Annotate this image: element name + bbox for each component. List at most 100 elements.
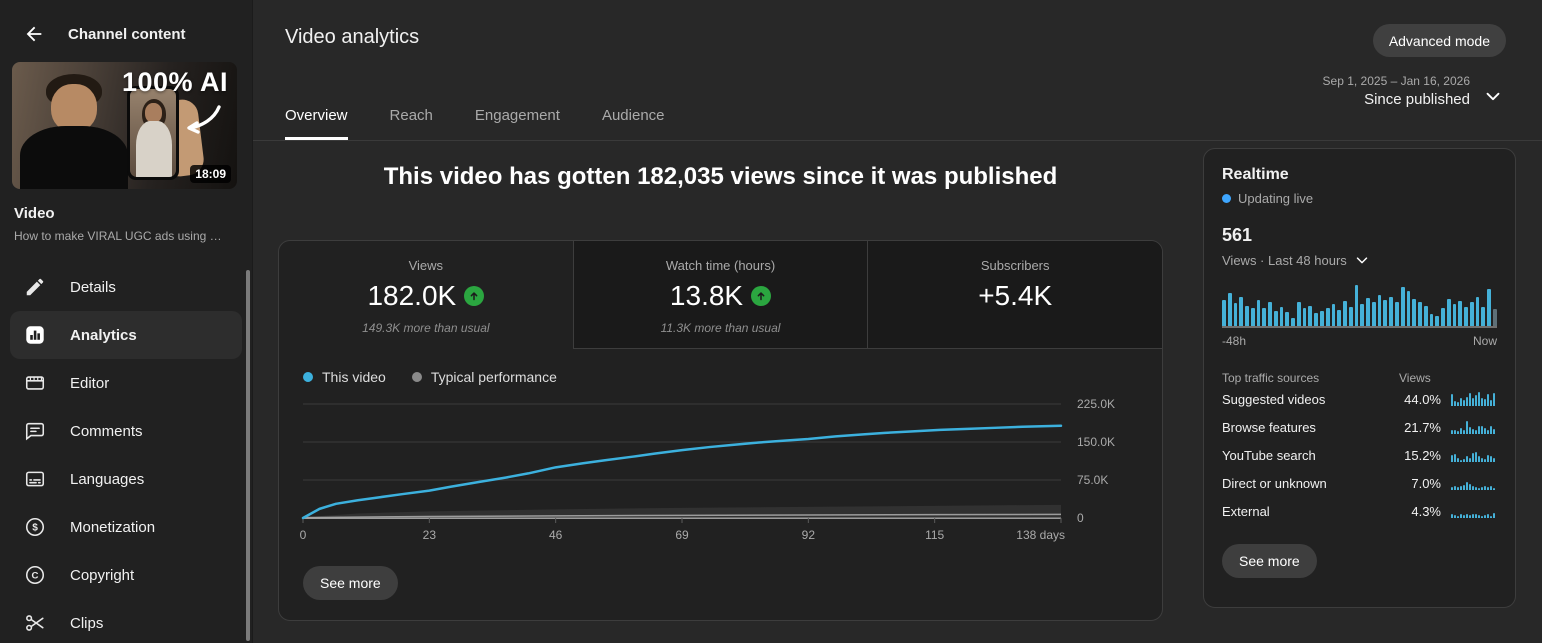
subscribers-value: +5.4K bbox=[978, 280, 1053, 311]
realtime-bar bbox=[1268, 302, 1272, 326]
traffic-sparkline bbox=[1451, 476, 1497, 490]
sidebar-title: Channel content bbox=[68, 25, 186, 43]
realtime-bar bbox=[1446, 299, 1451, 326]
realtime-bar bbox=[1429, 314, 1434, 326]
realtime-bar bbox=[1320, 311, 1324, 326]
main-content: Video analytics Advanced mode Sep 1, 202… bbox=[253, 0, 1542, 643]
sidebar-scrollbar[interactable] bbox=[246, 270, 250, 641]
sidebar-item-analytics[interactable]: Analytics bbox=[10, 311, 242, 359]
sidebar-item-monetization[interactable]: $ Monetization bbox=[0, 503, 252, 551]
svg-text:23: 23 bbox=[423, 528, 437, 542]
realtime-bar bbox=[1239, 297, 1244, 326]
realtime-bar bbox=[1222, 300, 1226, 326]
realtime-bar bbox=[1296, 302, 1301, 326]
chevron-down-icon[interactable] bbox=[1482, 85, 1504, 112]
legend-this-video[interactable]: This video bbox=[303, 369, 386, 385]
analytics-tabs: Overview Reach Engagement Audience bbox=[285, 107, 665, 140]
realtime-bar bbox=[1487, 289, 1491, 326]
tab-overview[interactable]: Overview bbox=[285, 107, 348, 140]
sidebar-item-copyright[interactable]: C Copyright bbox=[0, 551, 252, 599]
metric-tab-watch-time[interactable]: Watch time (hours) 13.8K 11.3K more than… bbox=[572, 241, 868, 349]
video-type-label: Video bbox=[14, 205, 55, 222]
realtime-bar bbox=[1412, 299, 1417, 326]
realtime-bar bbox=[1366, 298, 1370, 326]
traffic-table-header: Top traffic sources Views bbox=[1222, 371, 1431, 385]
realtime-bar bbox=[1371, 302, 1376, 326]
sidebar-item-editor[interactable]: Editor bbox=[0, 359, 252, 407]
subtitles-icon bbox=[24, 468, 46, 490]
trend-up-icon bbox=[464, 286, 485, 306]
realtime-bar bbox=[1279, 307, 1284, 326]
traffic-row-direct-unknown[interactable]: Direct or unknown 7.0% bbox=[1222, 469, 1497, 497]
thumbnail-phone bbox=[127, 86, 179, 180]
svg-text:75.0K: 75.0K bbox=[1077, 473, 1108, 487]
realtime-bar bbox=[1452, 304, 1457, 326]
realtime-bar bbox=[1343, 301, 1347, 326]
date-range-selector[interactable]: Sep 1, 2025 – Jan 16, 2026 Since publish… bbox=[1323, 74, 1470, 108]
realtime-bar bbox=[1481, 307, 1486, 326]
see-more-button[interactable]: See more bbox=[303, 566, 398, 600]
realtime-bar bbox=[1262, 308, 1267, 326]
traffic-sparkline bbox=[1451, 448, 1497, 462]
watch-time-value: 13.8K bbox=[669, 280, 744, 311]
date-range-text: Sep 1, 2025 – Jan 16, 2026 bbox=[1322, 74, 1470, 88]
video-title: How to make VIRAL UGC ads using … bbox=[14, 229, 222, 243]
tab-reach[interactable]: Reach bbox=[389, 107, 433, 124]
realtime-bar bbox=[1227, 293, 1232, 326]
realtime-bar bbox=[1285, 312, 1290, 326]
comment-icon bbox=[24, 420, 46, 442]
sidebar-item-comments[interactable]: Comments bbox=[0, 407, 252, 455]
metric-tab-views[interactable]: Views 182.0K 149.3K more than usual bbox=[362, 258, 490, 335]
realtime-views-dropdown[interactable]: Views · Last 48 hours bbox=[1222, 251, 1497, 269]
realtime-see-more-button[interactable]: See more bbox=[1222, 544, 1317, 578]
film-icon bbox=[24, 372, 46, 394]
realtime-bar bbox=[1256, 300, 1261, 326]
video-duration-badge: 18:09 bbox=[190, 165, 231, 183]
realtime-bar bbox=[1492, 309, 1497, 326]
traffic-row-suggested-videos[interactable]: Suggested videos 44.0% bbox=[1222, 385, 1497, 413]
sidebar-item-clips[interactable]: Clips bbox=[0, 599, 252, 643]
traffic-row-external[interactable]: External 4.3% bbox=[1222, 497, 1497, 525]
realtime-bar bbox=[1233, 303, 1238, 326]
trend-up-icon bbox=[751, 286, 772, 306]
realtime-bar bbox=[1377, 295, 1382, 326]
realtime-bar bbox=[1423, 306, 1428, 326]
svg-text:225.0K: 225.0K bbox=[1077, 397, 1115, 411]
realtime-bar bbox=[1308, 306, 1313, 326]
sidebar-item-languages[interactable]: Languages bbox=[0, 455, 252, 503]
realtime-bar bbox=[1360, 304, 1365, 326]
video-thumbnail[interactable]: 100% AI 18:09 bbox=[12, 62, 237, 189]
traffic-sparkline bbox=[1451, 504, 1497, 518]
overview-stats-card: Views 182.0K 149.3K more than usual Watc… bbox=[278, 240, 1163, 621]
traffic-sparkline bbox=[1451, 392, 1497, 406]
tab-engagement[interactable]: Engagement bbox=[474, 107, 560, 124]
realtime-bar bbox=[1458, 301, 1463, 326]
realtime-bar bbox=[1475, 297, 1480, 326]
realtime-bar bbox=[1441, 308, 1445, 326]
legend-typical-performance[interactable]: Typical performance bbox=[411, 369, 557, 385]
sidebar: Channel content 100% AI 18:09 Video How … bbox=[0, 0, 253, 643]
tab-audience[interactable]: Audience bbox=[601, 107, 665, 124]
realtime-bar bbox=[1418, 302, 1422, 326]
metric-tabs: Views 182.0K 149.3K more than usual Watc… bbox=[279, 241, 1162, 349]
advanced-mode-button[interactable]: Advanced mode bbox=[1372, 24, 1506, 57]
realtime-bar bbox=[1394, 302, 1399, 326]
realtime-bar bbox=[1325, 308, 1330, 326]
sidebar-item-details[interactable]: Details bbox=[0, 263, 252, 311]
views-line-chart[interactable]: 0 75.0K 150.0K 225.0K 0 23 46 69 92 115 138 days bbox=[279, 391, 1162, 559]
realtime-axis: -48h Now bbox=[1222, 334, 1497, 348]
svg-text:0: 0 bbox=[1077, 511, 1084, 525]
traffic-row-youtube-search[interactable]: YouTube search 15.2% bbox=[1222, 441, 1497, 469]
back-arrow-icon[interactable] bbox=[22, 22, 46, 46]
realtime-bar-chart bbox=[1222, 284, 1497, 328]
realtime-bar bbox=[1302, 308, 1307, 326]
views-value: 182.0K bbox=[367, 280, 457, 311]
live-dot-icon bbox=[1222, 194, 1231, 203]
summary-headline: This video has gotten 182,035 views sinc… bbox=[383, 163, 1058, 190]
traffic-row-browse-features[interactable]: Browse features 21.7% bbox=[1222, 413, 1497, 441]
metric-tab-subscribers[interactable]: Subscribers +5.4K bbox=[867, 241, 1162, 349]
realtime-views-value: 561 bbox=[1222, 225, 1253, 245]
realtime-bar bbox=[1348, 307, 1353, 326]
thumbnail-overlay-text: 100% AI bbox=[121, 67, 228, 97]
svg-text:92: 92 bbox=[802, 528, 816, 542]
